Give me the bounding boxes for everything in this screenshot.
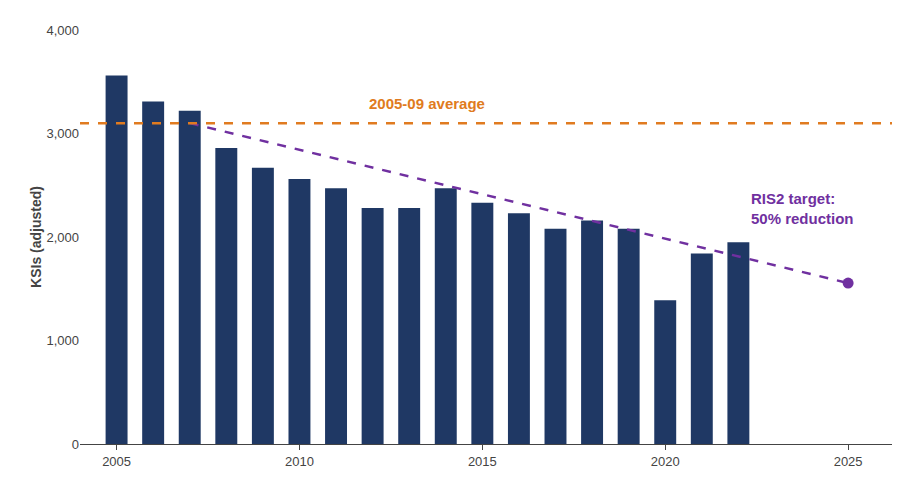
svg-text:2005-09 average: 2005-09 average xyxy=(369,95,485,112)
svg-text:2010: 2010 xyxy=(285,454,314,469)
svg-text:RIS2 target:50% reduction: RIS2 target:50% reduction xyxy=(751,190,854,227)
svg-text:1,000: 1,000 xyxy=(46,333,79,348)
svg-text:2020: 2020 xyxy=(651,454,680,469)
svg-text:0: 0 xyxy=(72,437,79,452)
svg-text:2005: 2005 xyxy=(102,454,131,469)
svg-text:4,000: 4,000 xyxy=(46,23,79,38)
svg-text:2015: 2015 xyxy=(468,454,497,469)
svg-text:KSIs (adjusted): KSIs (adjusted) xyxy=(28,186,44,288)
svg-text:2025: 2025 xyxy=(834,454,863,469)
svg-text:2,000: 2,000 xyxy=(46,230,79,245)
svg-text:3,000: 3,000 xyxy=(46,126,79,141)
